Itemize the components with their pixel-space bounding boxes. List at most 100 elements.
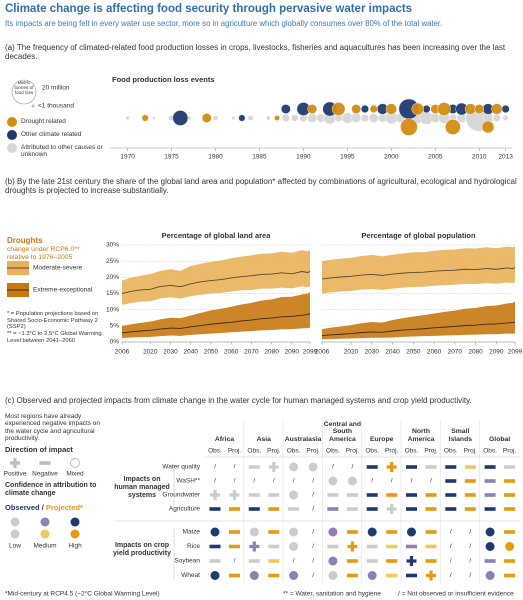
symbol-negative xyxy=(209,544,221,549)
no-evidence: / xyxy=(450,558,452,565)
sub-column-label: Proj. xyxy=(306,448,320,455)
bubble xyxy=(481,120,495,134)
page-subtitle: Its impacts are being felt in every wate… xyxy=(5,19,443,28)
no-evidence: / xyxy=(351,464,353,471)
legend-swatch xyxy=(40,517,50,527)
x-tick-label: 2005 xyxy=(428,154,443,161)
bubble xyxy=(400,118,418,136)
symbol-positive xyxy=(406,556,417,567)
symbol-negative xyxy=(386,559,398,563)
legend-heading-part: Observed xyxy=(5,503,40,512)
symbol-mixed xyxy=(289,571,299,580)
intro: Most regions have already experienced ne… xyxy=(5,413,101,443)
symbol-negative xyxy=(406,465,417,469)
x-tick-label: 2090 xyxy=(285,349,300,356)
symbol-negative xyxy=(346,559,358,563)
symbol-negative xyxy=(366,493,378,497)
symbol-negative xyxy=(504,507,516,511)
bubble xyxy=(281,114,290,122)
symbol-negative xyxy=(288,507,300,511)
row-label: Maize xyxy=(183,529,201,536)
region-header: Australasia xyxy=(284,436,322,444)
legend-swatch xyxy=(7,143,17,153)
symbol-negative xyxy=(268,530,280,534)
bubble xyxy=(474,104,485,114)
no-evidence: / xyxy=(253,478,255,485)
legend-subtitle: change under RCP6.0** relative to 1976–2… xyxy=(7,246,80,261)
symbol-negative xyxy=(366,465,378,469)
y-tick-label: 10% xyxy=(106,306,119,313)
legend-label: Extreme-exceptional xyxy=(33,287,93,294)
x-tick-label: 2080 xyxy=(264,349,279,356)
x-tick-label: 2090 xyxy=(489,349,504,356)
symbol-mixed xyxy=(249,571,259,580)
x-tick-label: 2030 xyxy=(163,349,178,356)
bubble xyxy=(385,103,397,115)
chart-title: Percentage of global land area xyxy=(162,231,272,240)
group-label: Impacts on human managed systems xyxy=(114,476,170,500)
y-tick-label: 15% xyxy=(106,290,119,297)
legend-swatch xyxy=(7,130,17,140)
x-tick-label: 1975 xyxy=(164,154,179,161)
chart-title: Food production loss events xyxy=(112,75,215,84)
symbol-mixed xyxy=(328,476,338,486)
x-tick-label: 1970 xyxy=(120,154,135,161)
symbol-mixed xyxy=(210,527,220,537)
symbol-negative xyxy=(445,507,457,511)
no-evidence: / xyxy=(469,543,471,550)
bubble xyxy=(125,115,130,121)
no-evidence: / xyxy=(234,558,236,565)
symbol-negative xyxy=(346,530,358,534)
bubble xyxy=(464,103,477,115)
no-evidence: / xyxy=(312,543,314,550)
sub-column-label: Obs. xyxy=(444,448,458,455)
sub-column-label: Proj. xyxy=(346,448,360,455)
no-evidence: / xyxy=(312,572,314,579)
series-line xyxy=(121,313,311,334)
x-tick-label: 1980 xyxy=(208,154,223,161)
legend-label: Moderate-severe xyxy=(33,265,83,272)
symbol-negative xyxy=(209,507,221,511)
symbol-negative xyxy=(268,544,280,549)
no-evidence: / xyxy=(332,464,334,471)
symbol-negative xyxy=(464,507,476,511)
legend-swatch xyxy=(10,529,20,539)
sub-column-label: Proj. xyxy=(228,448,242,455)
symbol-mixed xyxy=(328,571,338,580)
row-label: Agriculture xyxy=(169,506,200,513)
caption: (a) The frequency of climated-related fo… xyxy=(5,43,506,62)
bubble xyxy=(172,110,189,126)
no-evidence: / xyxy=(469,558,471,565)
caption: (b) By the late 21st century the share o… xyxy=(5,177,517,196)
symbol-negative xyxy=(484,479,496,483)
y-tick-label: 30% xyxy=(106,242,119,249)
symbol-mixed xyxy=(367,571,377,580)
no-evidence: / xyxy=(273,478,275,485)
legend-label: Drought related xyxy=(21,118,66,125)
bubble xyxy=(369,105,378,113)
bubble xyxy=(491,103,503,115)
x-tick-label: 2006 xyxy=(315,349,330,356)
size-legend-title: Metric tonnes of food loss xyxy=(14,80,34,95)
symbol-positive xyxy=(347,541,358,552)
symbol-negative xyxy=(39,461,51,465)
bubble xyxy=(411,102,424,116)
bubble xyxy=(291,114,299,122)
sub-column-label: Obs. xyxy=(326,448,340,455)
symbol-mixed xyxy=(505,542,515,551)
symbol-positive xyxy=(386,462,397,472)
sub-column-label: Proj. xyxy=(385,448,399,455)
symbol-mixed xyxy=(289,490,299,500)
bubble xyxy=(265,115,271,121)
bubble xyxy=(501,105,510,113)
bubble xyxy=(502,115,509,121)
symbol-negative xyxy=(248,507,260,511)
region-header: Europe xyxy=(369,436,394,444)
x-tick-label: 2070 xyxy=(244,349,259,356)
sub-column-label: Obs. xyxy=(405,448,419,455)
symbol-negative xyxy=(327,507,339,511)
symbol-mixed xyxy=(485,571,495,580)
symbol-negative xyxy=(445,465,457,469)
symbol-positive xyxy=(10,458,20,468)
no-evidence: / xyxy=(214,464,216,471)
